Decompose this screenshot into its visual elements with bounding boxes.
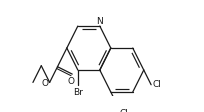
Text: Cl: Cl <box>119 109 128 112</box>
Text: N: N <box>96 16 103 25</box>
Text: O: O <box>42 78 49 87</box>
Text: Cl: Cl <box>153 79 162 88</box>
Text: O: O <box>68 77 75 86</box>
Text: Br: Br <box>73 87 83 96</box>
